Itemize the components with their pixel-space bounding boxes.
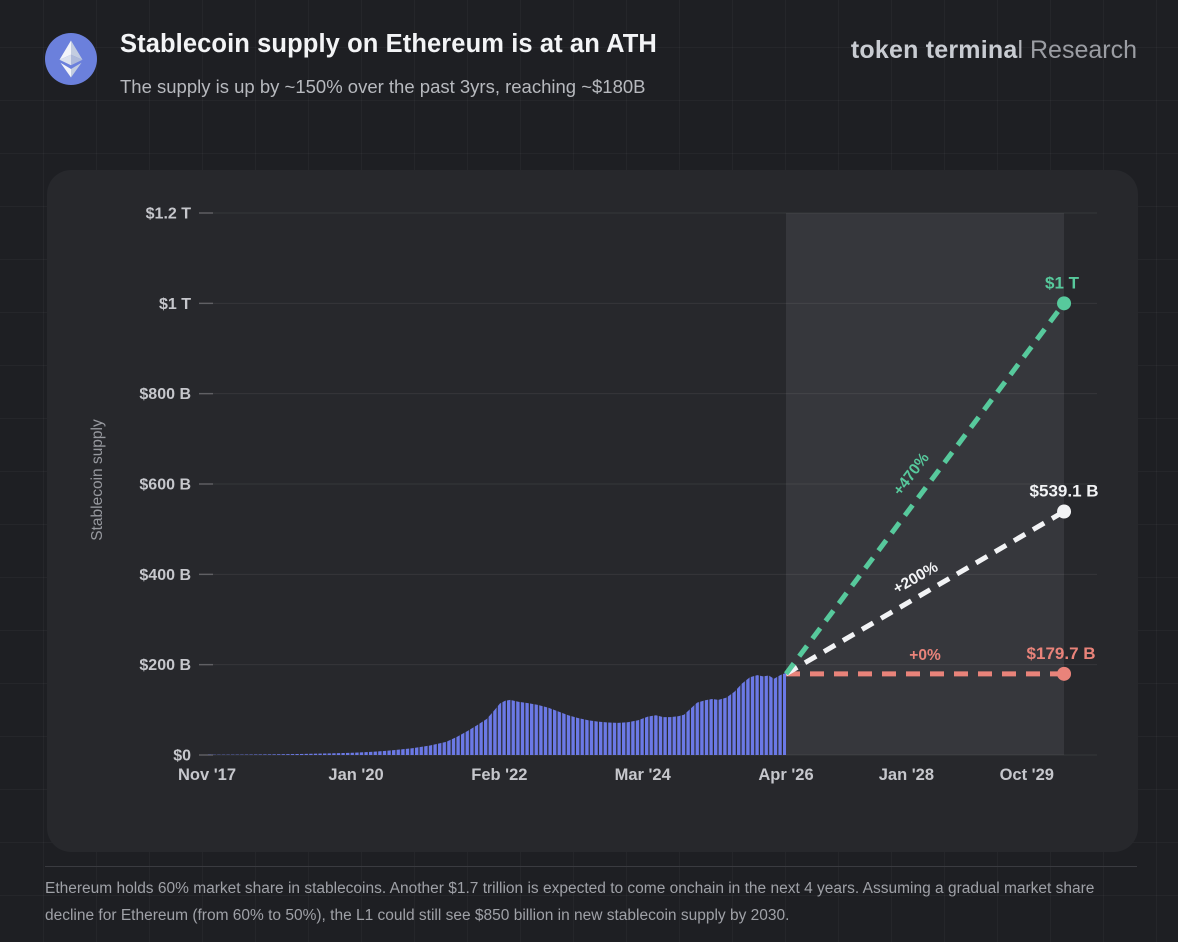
y-tick-label: $200 B — [139, 657, 191, 674]
footer-divider — [45, 866, 1137, 867]
x-tick-label: Feb '22 — [471, 766, 527, 784]
x-tick-label: Apr '26 — [758, 766, 813, 784]
projection-endpoint-plus-470pct — [1057, 296, 1072, 311]
y-axis-title: Stablecoin supply — [89, 419, 106, 541]
ethereum-logo-icon — [45, 33, 97, 85]
historical-area-series — [207, 672, 786, 755]
projection-line-plus-200pct — [784, 509, 1066, 676]
y-tick-label: $0 — [173, 748, 191, 765]
chart-card: $1.2 T $1 T $800 B $600 B $400 B $200 B $0 Nov … — [47, 170, 1138, 852]
forecast-region — [786, 212, 1065, 755]
projection-endpoint-plus-0pct — [1057, 666, 1072, 681]
footer-note: Ethereum holds 60% market share in stabl… — [45, 880, 1095, 924]
projection-value-label-plus-200pct: $539.1 B — [1030, 482, 1099, 501]
brand-token-terminal: token termina — [850, 36, 1018, 64]
projection-pct-label-plus-0pct: +0% — [909, 647, 941, 664]
projection-value-label-plus-470pct: $1 T — [1045, 273, 1080, 292]
page-title: Stablecoin supply on Ethereum is at an A… — [120, 30, 657, 58]
projection-endpoint-plus-200pct — [1057, 504, 1072, 519]
brand-separator: l — [1017, 36, 1023, 64]
page-subtitle: The supply is up by ~150% over the past … — [120, 76, 646, 97]
y-tick-label: $600 B — [139, 476, 191, 493]
x-tick-label: Oct '29 — [1000, 766, 1054, 784]
brand-wordmark: token terminal Research — [851, 36, 1137, 65]
chart-svg: $1.2 T $1 T $800 B $600 B $400 B $200 B $0Nov … — [89, 205, 1099, 784]
brand-research: Research — [1030, 36, 1137, 64]
x-tick-label: Jan '20 — [328, 766, 383, 784]
x-tick-label: Nov '17 — [178, 766, 236, 784]
y-tick-label: $1.2 T — [146, 205, 192, 222]
projection-value-label-plus-0pct: $179.7 B — [1027, 644, 1096, 663]
y-tick-label: $1 T — [159, 296, 191, 313]
y-tick-label: $800 B — [139, 386, 191, 403]
y-tick-label: $400 B — [139, 567, 191, 584]
x-tick-label: Jan '28 — [879, 766, 934, 784]
projection-line-plus-470pct — [784, 301, 1067, 676]
x-tick-label: Mar '24 — [615, 766, 672, 784]
